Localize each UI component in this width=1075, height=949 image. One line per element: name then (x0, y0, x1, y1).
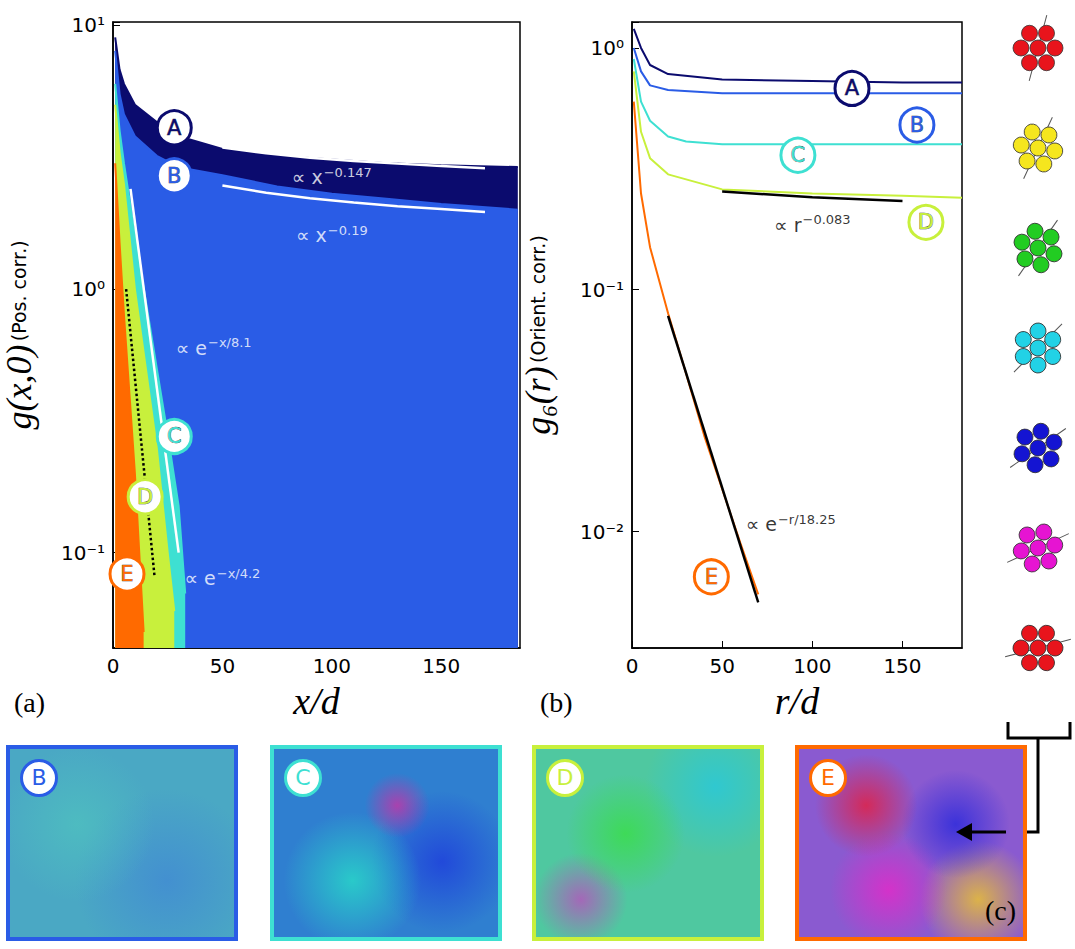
svg-text:∝ x: ∝ x (292, 166, 323, 188)
html-text:(c): (c) (985, 895, 1017, 926)
svg-text:∝ x: ∝ x (296, 224, 327, 246)
svg-text:A: A (167, 116, 182, 140)
svg-text:E: E (705, 565, 718, 589)
svg-text:∝ r: ∝ r (774, 214, 802, 236)
svg-text:B: B (910, 113, 924, 137)
svg-text:−0.083: −0.083 (802, 212, 850, 227)
svg-text:D: D (918, 210, 934, 234)
svg-text:A: A (845, 76, 860, 100)
html-text:B: B (31, 765, 47, 790)
html-text:E: E (821, 765, 835, 790)
svg-text:D: D (137, 485, 153, 509)
svg-text:(Pos. corr.): (Pos. corr.) (8, 240, 30, 341)
svg-text:∝ e: ∝ e (184, 567, 215, 589)
svg-text:(Orient. corr.): (Orient. corr.) (527, 235, 549, 363)
svg-text:−0.147: −0.147 (324, 165, 372, 180)
svg-text:10⁰: 10⁰ (591, 36, 624, 60)
svg-text:−x/4.2: −x/4.2 (217, 566, 261, 581)
svg-text:10⁻¹: 10⁻¹ (61, 541, 105, 565)
svg-text:B: B (167, 164, 181, 188)
svg-text:50: 50 (709, 654, 734, 678)
svg-text:0: 0 (107, 654, 120, 678)
svg-text:g₆(r): g₆(r) (518, 366, 558, 435)
svg-text:∝ e: ∝ e (746, 513, 777, 535)
svg-text:10⁻²: 10⁻² (580, 520, 624, 544)
svg-text:−x/8.1: −x/8.1 (208, 335, 252, 350)
svg-text:r/d: r/d (775, 680, 820, 722)
svg-text:100: 100 (793, 654, 831, 678)
svg-text:E: E (120, 562, 133, 586)
svg-text:g(x,0): g(x,0) (0, 345, 39, 430)
svg-text:10⁰: 10⁰ (72, 277, 105, 301)
svg-text:150: 150 (422, 654, 460, 678)
svg-text:(b): (b) (540, 687, 573, 718)
svg-text:(a): (a) (14, 687, 45, 718)
html-text:C: C (295, 765, 311, 790)
svg-text:C: C (167, 424, 182, 448)
svg-text:−r/18.25: −r/18.25 (778, 512, 836, 527)
svg-text:x/d: x/d (292, 680, 340, 722)
svg-text:−0.19: −0.19 (328, 223, 368, 238)
svg-text:50: 50 (210, 654, 235, 678)
svg-text:10¹: 10¹ (72, 13, 105, 37)
svg-text:100: 100 (313, 654, 351, 678)
svg-text:∝ e: ∝ e (176, 337, 207, 359)
svg-text:0: 0 (626, 654, 639, 678)
svg-text:10⁻¹: 10⁻¹ (580, 278, 624, 302)
svg-text:C: C (791, 143, 806, 167)
html-text:D: D (556, 765, 574, 790)
svg-text:150: 150 (883, 654, 921, 678)
